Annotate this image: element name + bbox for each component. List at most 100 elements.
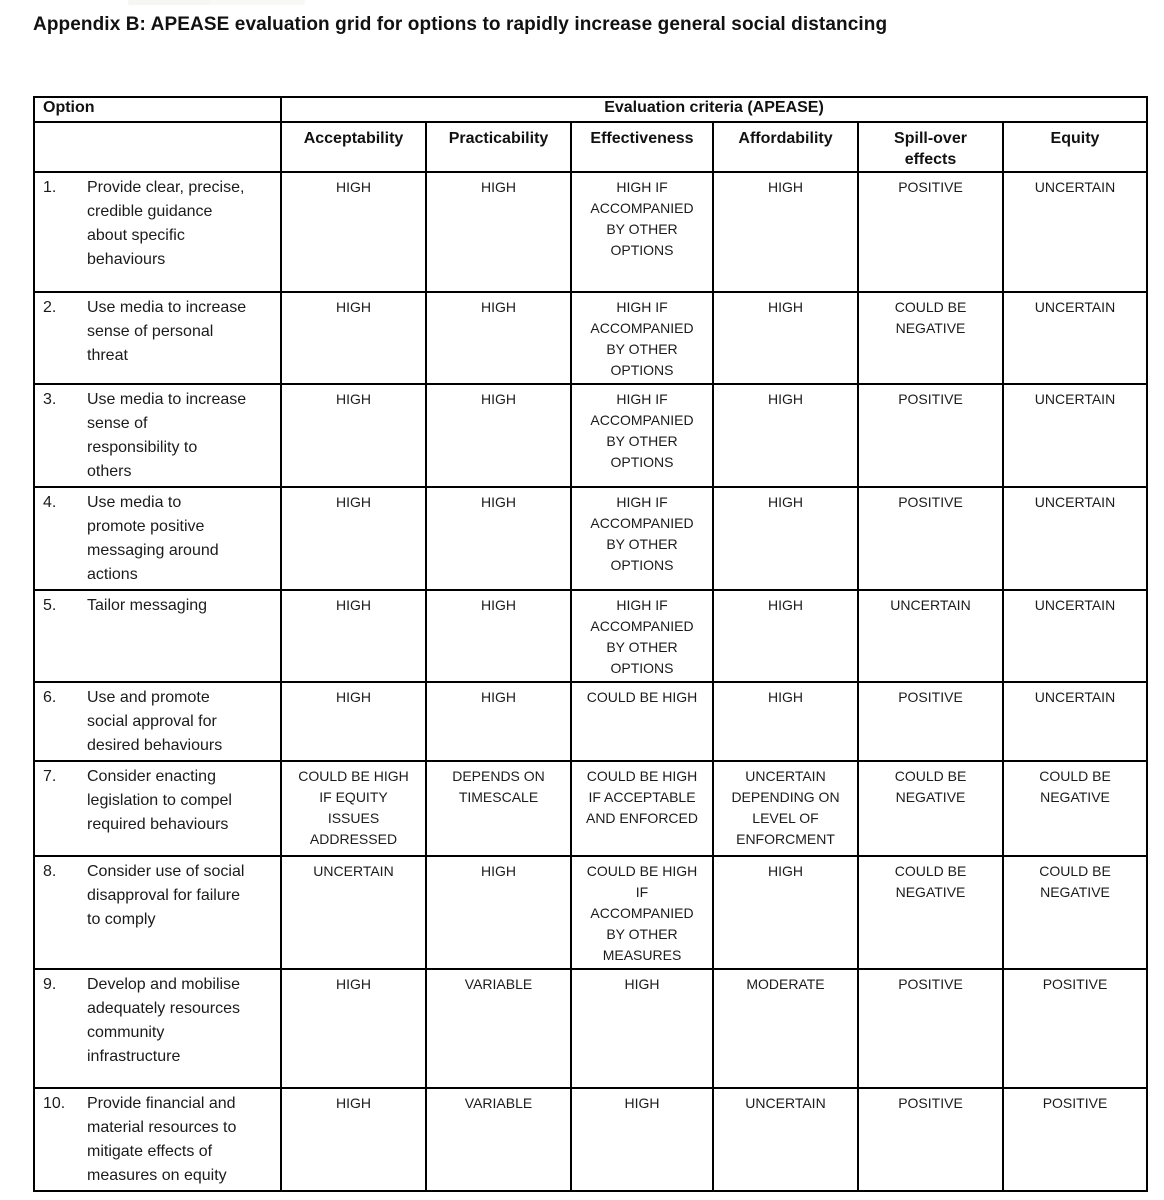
option-cell: 4. Use media to promote positive messagi… (33, 486, 282, 591)
option-cell: 6. Use and promote social approval for d… (33, 681, 282, 762)
cell-effectiveness: COULD BE HIGH (570, 681, 714, 762)
cell-equity: COULD BE NEGATIVE (1002, 760, 1148, 857)
cell-effectiveness: HIGH (570, 1087, 714, 1192)
cell-affordability: HIGH (712, 171, 859, 293)
cell-effectiveness: HIGH IF ACCOMPANIED BY OTHER OPTIONS (570, 171, 714, 293)
table-row: 9. Develop and mobilise adequately resou… (33, 968, 1148, 1089)
column-header-spill-over-effects: Spill-over effects (857, 121, 1004, 173)
cell-spill-over-effects: POSITIVE (857, 1087, 1004, 1192)
cell-practicability: DEPENDS ON TIMESCALE (425, 760, 572, 857)
cell-spill-over-effects: COULD BE NEGATIVE (857, 855, 1004, 970)
scan-artifact (128, 0, 243, 5)
cell-equity: UNCERTAIN (1002, 681, 1148, 762)
option-text: Develop and mobilise adequately resource… (87, 976, 240, 1065)
cell-acceptability: HIGH (280, 171, 427, 293)
cell-spill-over-effects: POSITIVE (857, 171, 1004, 293)
option-header-spacer (33, 121, 282, 173)
option-number: 6. (43, 689, 57, 706)
table-row: 7. Consider enacting legislation to comp… (33, 760, 1148, 857)
column-header-practicability: Practicability (425, 121, 572, 173)
option-number: 8. (43, 863, 57, 880)
column-header-acceptability: Acceptability (280, 121, 427, 173)
cell-practicability: VARIABLE (425, 1087, 572, 1192)
option-text: Use media to increase sense of personal … (87, 299, 247, 364)
cell-spill-over-effects: UNCERTAIN (857, 589, 1004, 683)
header-row-columns: Acceptability Practicability Effectivene… (33, 121, 1148, 173)
cell-affordability: HIGH (712, 589, 859, 683)
table-row: 1. Provide clear, precise, credible guid… (33, 171, 1148, 293)
cell-spill-over-effects: COULD BE NEGATIVE (857, 291, 1004, 385)
cell-effectiveness: COULD BE HIGH IF ACCEPTABLE AND ENFORCED (570, 760, 714, 857)
option-text: Consider use of social disapproval for f… (87, 863, 245, 928)
cell-affordability: HIGH (712, 486, 859, 591)
option-number: 1. (43, 179, 57, 196)
cell-spill-over-effects: POSITIVE (857, 486, 1004, 591)
cell-spill-over-effects: POSITIVE (857, 383, 1004, 488)
cell-practicability: HIGH (425, 589, 572, 683)
cell-effectiveness: HIGH IF ACCOMPANIED BY OTHER OPTIONS (570, 589, 714, 683)
option-cell: 3. Use media to increase sense of respon… (33, 383, 282, 488)
cell-acceptability: UNCERTAIN (280, 855, 427, 970)
cell-effectiveness: HIGH IF ACCOMPANIED BY OTHER OPTIONS (570, 291, 714, 385)
option-number: 9. (43, 976, 57, 993)
option-cell: 8. Consider use of social disapproval fo… (33, 855, 282, 970)
cell-affordability: HIGH (712, 291, 859, 385)
cell-practicability: HIGH (425, 855, 572, 970)
cell-spill-over-effects: POSITIVE (857, 968, 1004, 1089)
column-header-equity: Equity (1002, 121, 1148, 173)
cell-spill-over-effects: COULD BE NEGATIVE (857, 760, 1004, 857)
cell-equity: UNCERTAIN (1002, 589, 1148, 683)
option-number: 7. (43, 768, 57, 785)
option-number: 10. (43, 1095, 66, 1112)
option-text: Consider enacting legislation to compel … (87, 768, 232, 833)
option-cell: 5. Tailor messaging (33, 589, 282, 683)
cell-practicability: HIGH (425, 486, 572, 591)
table-header: Option Evaluation criteria (APEASE) Acce… (33, 96, 1148, 173)
cell-affordability: UNCERTAIN (712, 1087, 859, 1192)
option-number: 5. (43, 597, 57, 614)
option-text: Use and promote social approval for desi… (87, 689, 223, 754)
option-cell: 9. Develop and mobilise adequately resou… (33, 968, 282, 1089)
cell-acceptability: HIGH (280, 681, 427, 762)
option-cell: 2. Use media to increase sense of person… (33, 291, 282, 385)
cell-practicability: HIGH (425, 171, 572, 293)
option-number: 4. (43, 494, 57, 511)
cell-acceptability: HIGH (280, 968, 427, 1089)
option-number: 3. (43, 391, 57, 408)
cell-acceptability: HIGH (280, 486, 427, 591)
option-text: Use media to promote positive messaging … (87, 494, 219, 583)
table-row: 4. Use media to promote positive messagi… (33, 486, 1148, 591)
option-number: 2. (43, 299, 57, 316)
table-row: 10. Provide financial and material resou… (33, 1087, 1148, 1192)
table-row: 2. Use media to increase sense of person… (33, 291, 1148, 385)
cell-practicability: HIGH (425, 383, 572, 488)
option-text: Provide financial and material resources… (87, 1095, 237, 1184)
table-row: 8. Consider use of social disapproval fo… (33, 855, 1148, 970)
option-cell: 7. Consider enacting legislation to comp… (33, 760, 282, 857)
cell-effectiveness: COULD BE HIGH IF ACCOMPANIED BY OTHER ME… (570, 855, 714, 970)
cell-equity: UNCERTAIN (1002, 291, 1148, 385)
cell-equity: POSITIVE (1002, 1087, 1148, 1192)
option-cell: 10. Provide financial and material resou… (33, 1087, 282, 1192)
cell-effectiveness: HIGH IF ACCOMPANIED BY OTHER OPTIONS (570, 383, 714, 488)
cell-equity: POSITIVE (1002, 968, 1148, 1089)
cell-affordability: HIGH (712, 855, 859, 970)
cell-practicability: HIGH (425, 681, 572, 762)
cell-affordability: HIGH (712, 681, 859, 762)
cell-affordability: MODERATE (712, 968, 859, 1089)
cell-effectiveness: HIGH (570, 968, 714, 1089)
cell-effectiveness: HIGH IF ACCOMPANIED BY OTHER OPTIONS (570, 486, 714, 591)
option-column-header: Option (33, 96, 282, 123)
header-row-group: Option Evaluation criteria (APEASE) (33, 96, 1148, 123)
cell-equity: UNCERTAIN (1002, 171, 1148, 293)
table-row: 5. Tailor messaging HIGH HIGH HIGH IF ACCO… (33, 589, 1148, 683)
option-cell: 1. Provide clear, precise, credible guid… (33, 171, 282, 293)
cell-acceptability: HIGH (280, 383, 427, 488)
cell-practicability: HIGH (425, 291, 572, 385)
option-text: Tailor messaging (87, 597, 208, 614)
cell-equity: COULD BE NEGATIVE (1002, 855, 1148, 970)
option-text: Use media to increase sense of responsib… (87, 391, 247, 480)
table-row: 6. Use and promote social approval for d… (33, 681, 1148, 762)
cell-affordability: UNCERTAIN DEPENDING ON LEVEL OF ENFORCME… (712, 760, 859, 857)
